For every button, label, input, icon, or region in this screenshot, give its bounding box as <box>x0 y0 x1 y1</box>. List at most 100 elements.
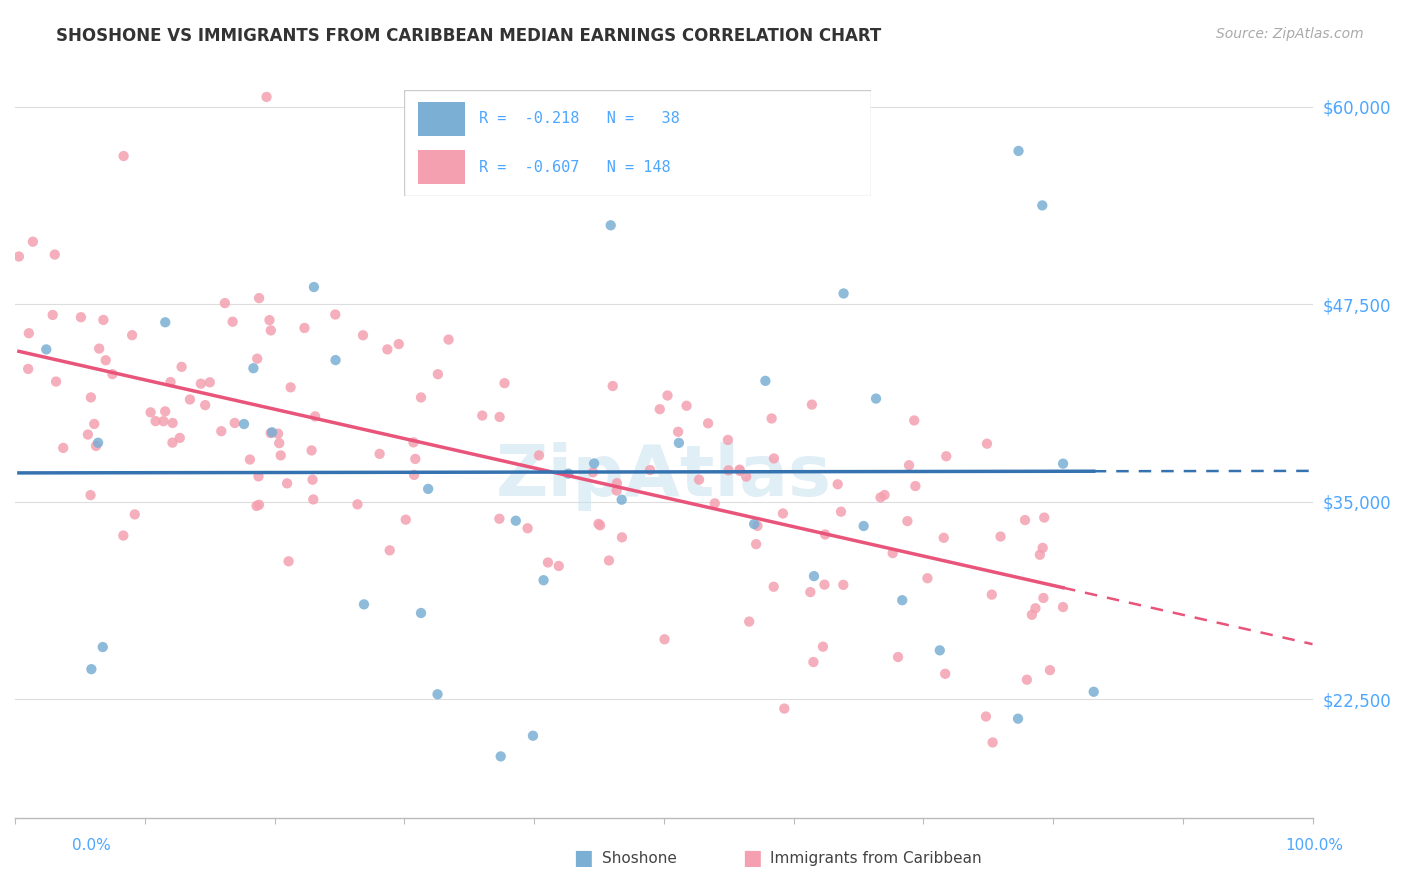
Point <box>811 640 834 654</box>
Point <box>260 426 283 441</box>
Point <box>45 375 67 389</box>
Point <box>346 497 368 511</box>
Point <box>583 457 606 471</box>
Point <box>124 508 146 522</box>
Point <box>761 411 783 425</box>
Text: ■: ■ <box>742 848 762 868</box>
Point <box>409 391 432 405</box>
Point <box>1033 510 1056 524</box>
Point <box>260 425 283 440</box>
Point <box>7 250 30 264</box>
Point <box>239 452 262 467</box>
Point <box>368 447 391 461</box>
Point <box>1032 591 1054 605</box>
Point <box>547 176 569 190</box>
Point <box>21 235 44 249</box>
Point <box>170 359 193 374</box>
Point <box>260 323 283 337</box>
Point <box>832 286 855 301</box>
Point <box>1052 457 1074 471</box>
Point <box>89 342 111 356</box>
Point <box>800 398 823 412</box>
Point <box>898 458 921 473</box>
Point <box>267 426 290 441</box>
Point <box>697 417 720 431</box>
Point <box>190 376 212 391</box>
Point <box>488 409 510 424</box>
Point <box>599 219 621 233</box>
Point <box>247 498 270 512</box>
Point <box>606 483 628 498</box>
Point <box>666 425 689 439</box>
Point <box>418 482 440 496</box>
Point <box>688 473 710 487</box>
Point <box>976 436 998 450</box>
Point <box>981 735 1004 749</box>
Point <box>209 424 232 438</box>
Point <box>276 476 298 491</box>
Point <box>1021 607 1043 622</box>
Point <box>84 439 107 453</box>
Point <box>869 491 891 505</box>
Point <box>87 435 110 450</box>
Point <box>153 404 176 418</box>
Point <box>302 492 325 507</box>
Point <box>152 414 174 428</box>
Point <box>735 469 758 483</box>
Point <box>717 463 740 477</box>
Point <box>224 416 246 430</box>
Point <box>301 473 323 487</box>
Point <box>917 571 939 585</box>
Point <box>527 449 550 463</box>
Point <box>94 353 117 368</box>
Point <box>353 598 375 612</box>
Point <box>606 476 628 491</box>
Point <box>1083 685 1105 699</box>
Point <box>522 729 544 743</box>
Point <box>145 414 167 428</box>
Point <box>246 351 269 366</box>
Point <box>873 488 896 502</box>
Text: SHOSHONE VS IMMIGRANTS FROM CARIBBEAN MEDIAN EARNINGS CORRELATION CHART: SHOSHONE VS IMMIGRANTS FROM CARIBBEAN ME… <box>56 27 882 45</box>
Point <box>198 376 221 390</box>
Point <box>488 512 510 526</box>
Point <box>44 247 66 261</box>
Point <box>990 529 1012 543</box>
Point <box>1024 601 1046 615</box>
Point <box>404 451 426 466</box>
Text: Immigrants from Caribbean: Immigrants from Caribbean <box>770 851 983 865</box>
Point <box>896 514 918 528</box>
Point <box>325 353 347 368</box>
Point <box>588 516 610 531</box>
Point <box>233 417 256 431</box>
Point <box>121 328 143 343</box>
Point <box>409 606 432 620</box>
Point <box>70 310 93 325</box>
Point <box>654 632 676 647</box>
Point <box>270 449 292 463</box>
Point <box>83 417 105 431</box>
Point <box>1015 673 1038 687</box>
Point <box>533 573 555 587</box>
Point <box>214 296 236 310</box>
Point <box>1032 541 1054 555</box>
Point <box>159 375 181 389</box>
Point <box>865 392 887 406</box>
Point <box>602 379 624 393</box>
Point <box>221 315 243 329</box>
Point <box>742 516 765 531</box>
Point <box>980 588 1002 602</box>
Point <box>162 435 184 450</box>
Point <box>18 326 41 341</box>
Point <box>747 519 769 533</box>
Point <box>426 368 449 382</box>
Point <box>302 280 325 294</box>
Text: ■: ■ <box>574 848 593 868</box>
Point <box>256 90 278 104</box>
Point <box>887 650 910 665</box>
Point <box>557 467 579 481</box>
Point <box>277 554 299 568</box>
Text: 100.0%: 100.0% <box>1285 838 1344 854</box>
Point <box>547 558 569 573</box>
Point <box>772 507 794 521</box>
